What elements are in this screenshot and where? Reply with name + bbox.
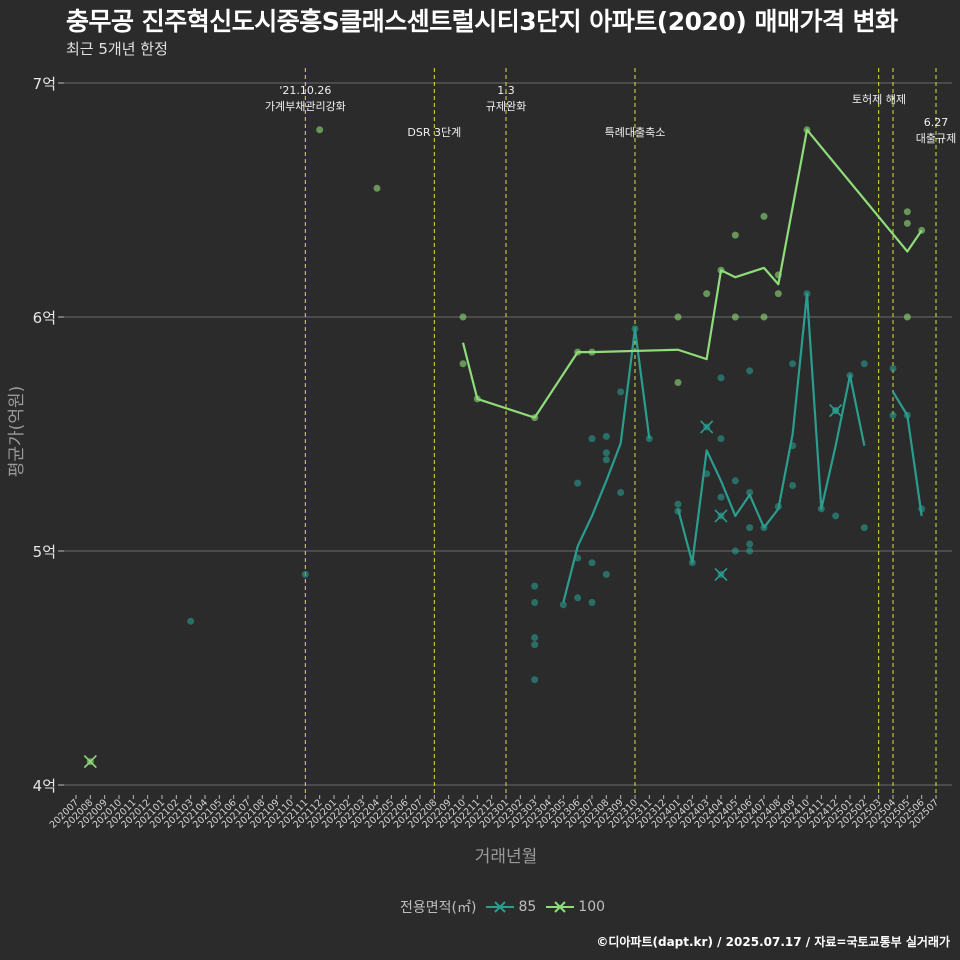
series-100-point — [459, 360, 467, 368]
cross-stroke — [700, 420, 714, 434]
series-85-point — [789, 360, 797, 368]
series-100-point — [774, 290, 782, 298]
series-85-point — [746, 489, 754, 496]
x-axis-title: 거래년월 — [475, 847, 538, 867]
legend: 전용면적(㎡) 85 100 — [400, 897, 605, 917]
series-85-point — [531, 582, 539, 590]
event-label-text: DSR 3단계 — [407, 126, 461, 139]
series-85-point — [531, 676, 539, 684]
series-85-line — [676, 292, 866, 564]
series-100-line — [461, 128, 923, 419]
y-tick-label: 4억 — [33, 777, 56, 795]
series-85-cancelled-marker — [714, 567, 728, 581]
event-label-date: 6.27 — [924, 116, 949, 129]
series-100-point — [903, 219, 911, 227]
event-label-date: 1.3 — [497, 84, 515, 97]
series-85-point — [301, 570, 309, 578]
event-label-text: 대출규제 — [916, 132, 956, 145]
series-85-point — [889, 364, 897, 372]
series-85-point — [574, 594, 582, 602]
series-100-point — [731, 313, 739, 321]
series-85-point — [731, 477, 739, 485]
event-label-text: 토허제 해제 — [852, 92, 906, 106]
series-85-point — [602, 432, 610, 440]
series-100-point — [373, 184, 381, 192]
series-100-point — [674, 379, 682, 387]
cross-stroke — [83, 755, 97, 769]
series-85-point — [588, 435, 596, 443]
series-100-point — [731, 231, 739, 239]
series-100-point — [760, 212, 768, 220]
y-tick-label: 5억 — [33, 543, 56, 561]
cross-stroke — [714, 509, 728, 523]
series-85-point — [717, 493, 725, 501]
event-label-text: 특례대출축소 — [605, 126, 666, 139]
series-85-point — [602, 449, 610, 457]
legend-item-100[interactable]: 100 — [546, 899, 605, 915]
series-85-point — [832, 512, 840, 520]
series-85-point — [789, 481, 797, 489]
y-tick-label: 7억 — [33, 75, 56, 93]
series-85-point — [746, 540, 754, 548]
chart-title: 충무공 진주혁신도시중흥S클래스센트럴시티3단지 아파트(2020) 매매가격 … — [66, 7, 898, 36]
series-100-point — [316, 126, 324, 134]
legend-title: 전용면적(㎡) — [400, 900, 477, 916]
chart-subtitle: 최근 5개년 한정 — [66, 40, 168, 58]
legend-item-85[interactable]: 85 — [486, 899, 536, 915]
series-85-point — [574, 479, 582, 487]
series-85-point — [531, 598, 539, 606]
series-85-point — [531, 641, 539, 649]
event-label-text: 가계부채관리강화 — [265, 100, 346, 113]
legend-key-100-icon — [546, 901, 575, 913]
series-85-point — [187, 617, 195, 625]
series-85-point — [617, 489, 625, 496]
legend-label-85: 85 — [518, 899, 537, 915]
series-85-point — [588, 559, 596, 567]
series-100-point — [903, 208, 911, 216]
series-100-point — [674, 313, 682, 321]
series-100-point — [903, 313, 911, 321]
legend-key-85-icon — [486, 901, 515, 913]
series-85-point — [531, 634, 539, 642]
series-100-cancelled-marker — [83, 755, 97, 769]
series-85-line — [892, 391, 923, 517]
series-85-point — [617, 388, 625, 396]
series-85-point — [588, 598, 596, 606]
legend-label-100: 100 — [578, 899, 606, 915]
series-85-point — [717, 435, 725, 443]
series-85-point — [717, 374, 725, 382]
cross-stroke — [829, 404, 843, 418]
source-caption: ©디아파트(dapt.kr) / 2025.07.17 / 자료=국토교통부 실… — [596, 935, 950, 949]
series-85-point — [602, 456, 610, 464]
series-100-point — [459, 313, 467, 321]
series-85-point — [746, 524, 754, 532]
series-85-cancelled-marker — [714, 509, 728, 523]
series-85-point — [860, 524, 868, 532]
event-label-date: '21.10.26 — [279, 84, 331, 97]
series-85-point — [559, 601, 567, 609]
series-85-point — [860, 360, 868, 368]
series-85-point — [731, 547, 739, 555]
series-100-point — [760, 313, 768, 321]
series-85-cancelled-marker — [700, 420, 714, 434]
series-85-line — [562, 327, 651, 603]
series-85-point — [746, 367, 754, 375]
event-label-text: 규제완화 — [486, 100, 526, 113]
series-85-point — [674, 500, 682, 508]
series-85-point — [602, 570, 610, 578]
series-85-cancelled-marker — [829, 404, 843, 418]
series-100-point — [703, 290, 711, 298]
cross-stroke — [714, 567, 728, 581]
series-85-point — [889, 411, 897, 419]
series-85-point — [746, 547, 754, 555]
y-tick-label: 6억 — [33, 309, 56, 327]
y-axis-title: 평균가(억원) — [7, 386, 27, 477]
